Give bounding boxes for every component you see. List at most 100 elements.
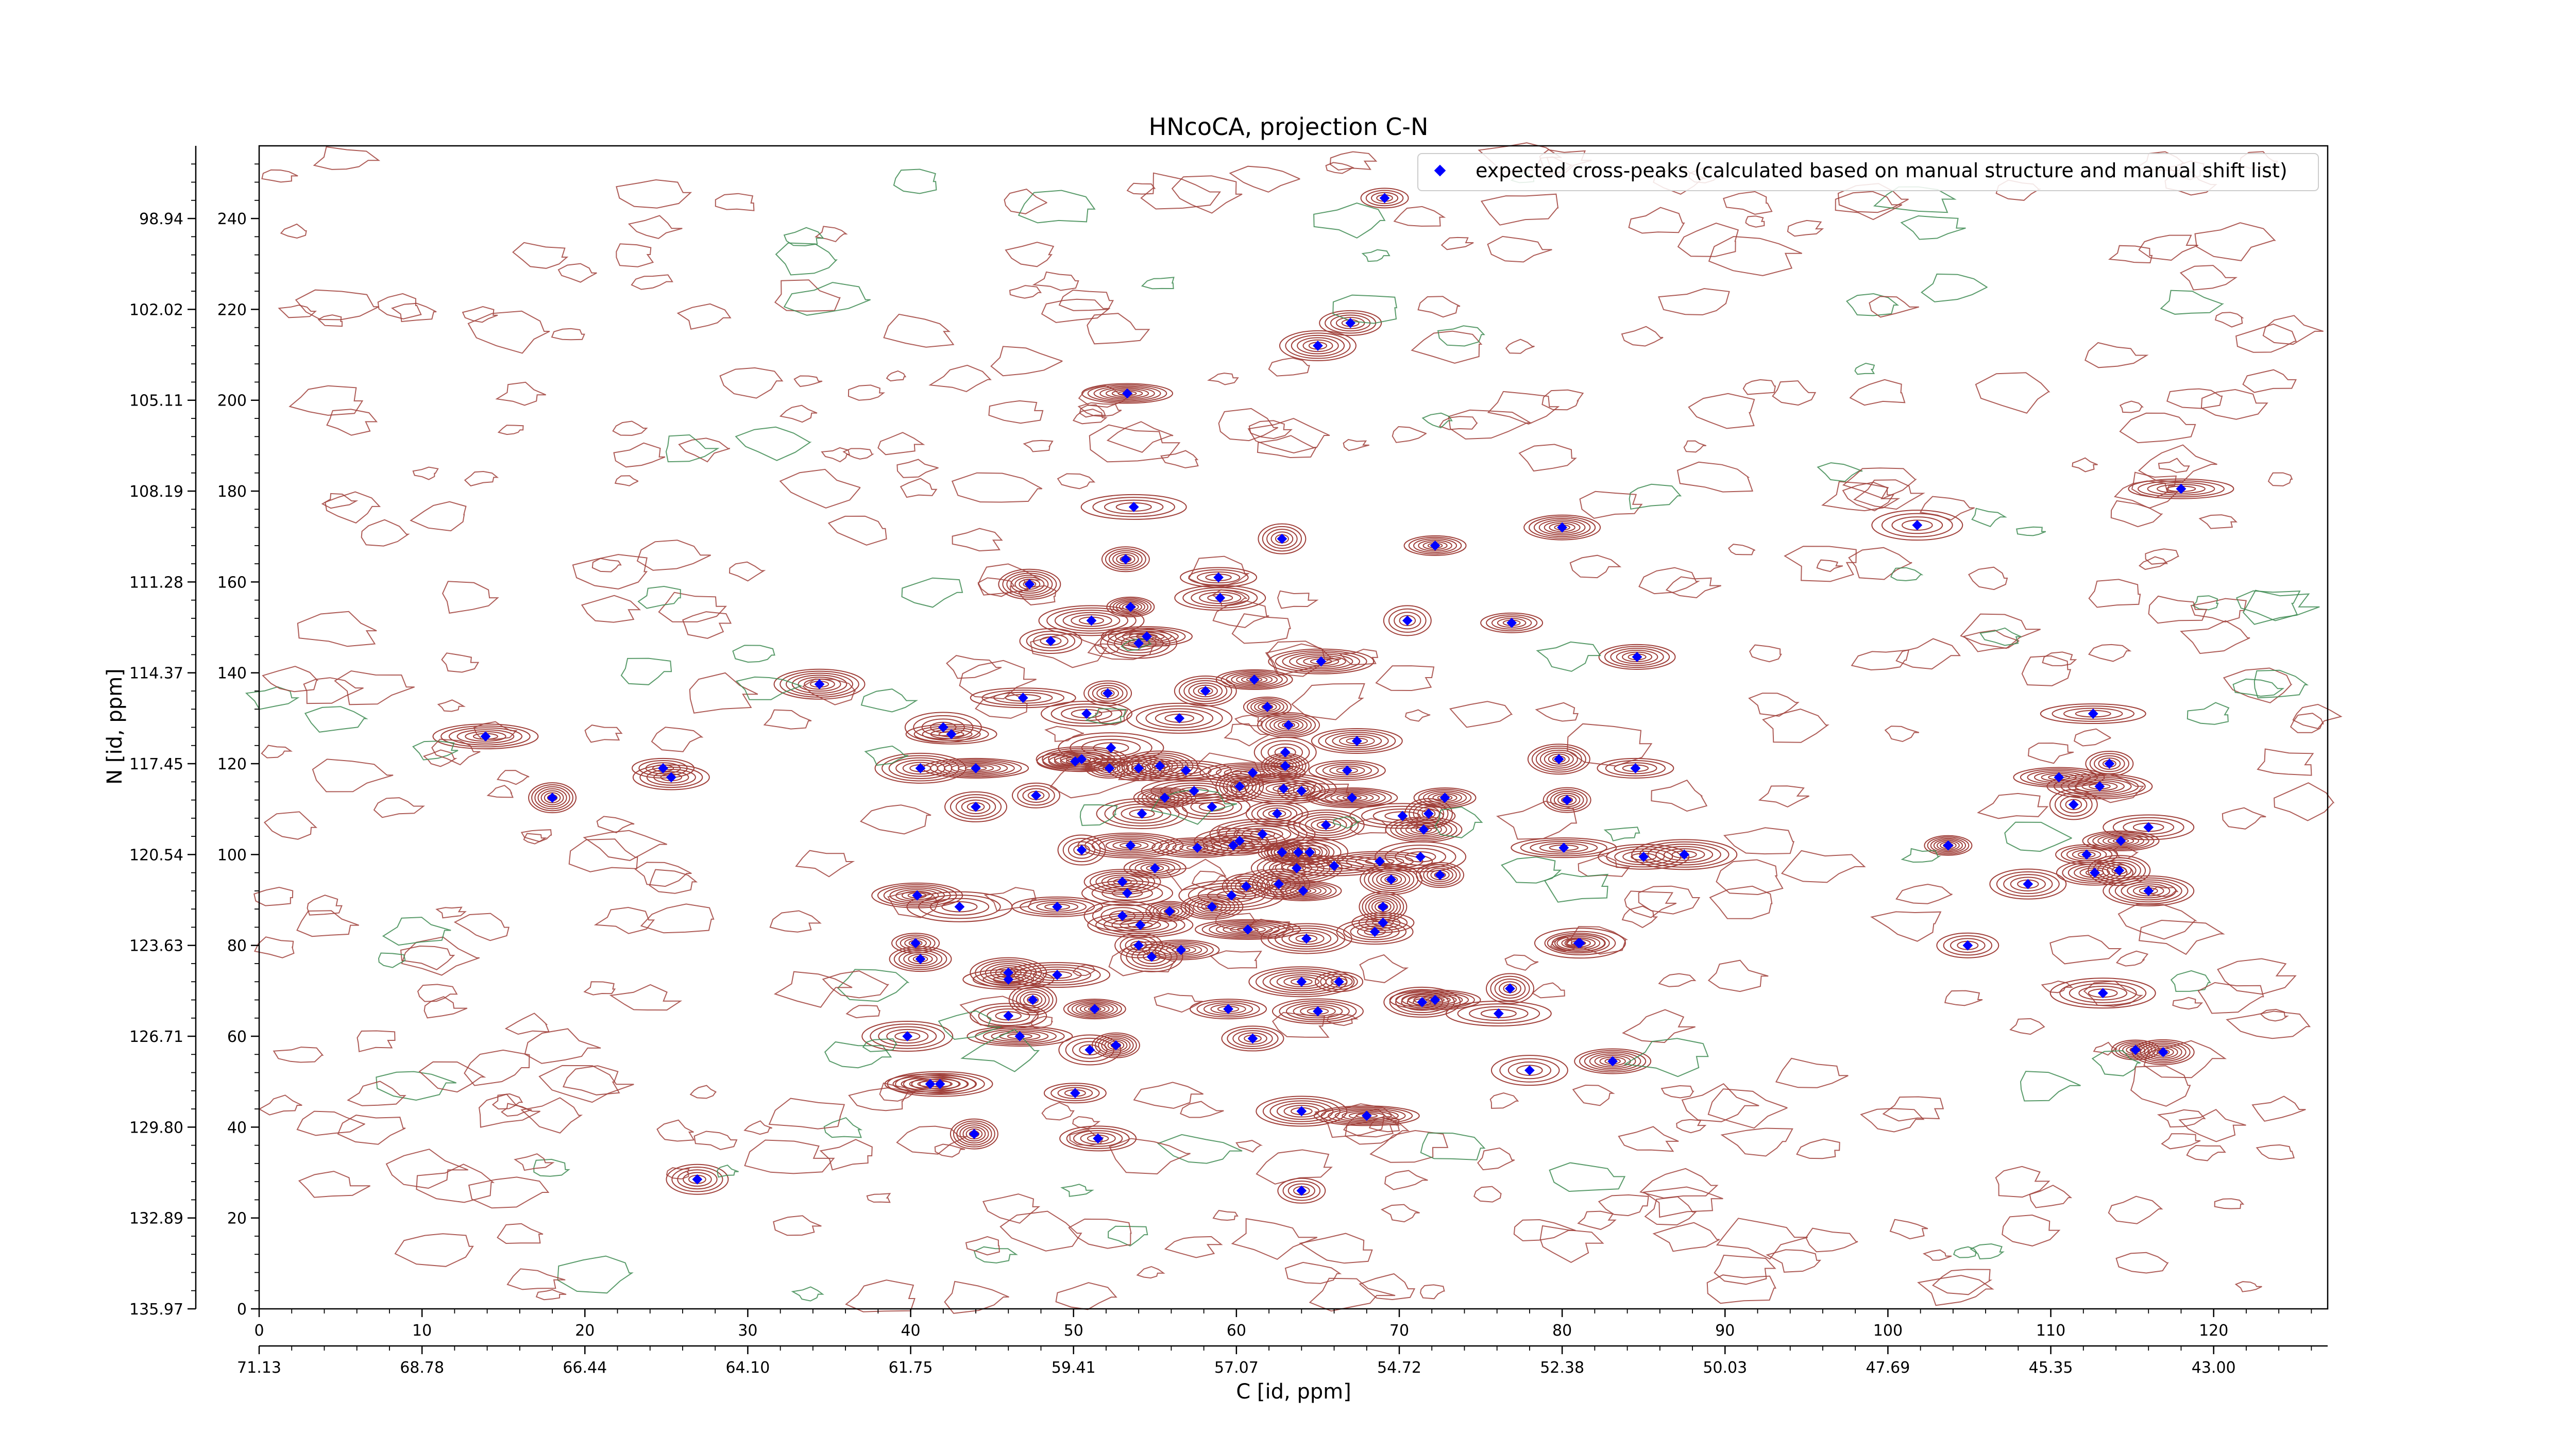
noise-contour xyxy=(1931,1269,1993,1295)
noise-contour xyxy=(928,364,992,392)
cross-peak-marker xyxy=(1137,808,1147,819)
peak-contour xyxy=(991,1030,1049,1042)
cross-peak-marker xyxy=(1207,801,1217,812)
noise-contour xyxy=(1805,1227,1858,1253)
peak-contour xyxy=(1104,801,1180,827)
peak-contour xyxy=(1265,715,1312,735)
noise-contour xyxy=(347,1081,406,1106)
noise-contour xyxy=(2158,458,2190,473)
peak-contour xyxy=(1390,818,1458,841)
noise-contour-negative xyxy=(2170,970,2211,992)
noise-contour xyxy=(584,724,623,743)
peak-contour xyxy=(1395,820,1452,839)
peak-contour xyxy=(1480,612,1544,633)
peak-contour xyxy=(1589,1053,1636,1069)
peak-contour xyxy=(1071,1001,1118,1017)
cross-peak-marker xyxy=(1679,849,1690,860)
cross-peak-marker xyxy=(1607,1056,1618,1067)
noise-contour xyxy=(1708,235,1803,276)
peak-contour xyxy=(1131,754,1189,778)
cross-peak-marker xyxy=(1379,193,1390,204)
noise-contour xyxy=(2172,997,2204,1010)
noise-contour-negative xyxy=(1434,806,1483,838)
peak-contour xyxy=(970,687,1076,709)
noise-contour xyxy=(1577,1210,1617,1230)
peak-contour xyxy=(1293,1004,1343,1019)
noise-contour xyxy=(2290,713,2324,733)
peak-contour xyxy=(1226,672,1283,687)
peak-contour xyxy=(905,723,997,745)
cross-peak-marker xyxy=(1280,747,1291,757)
noise-contour xyxy=(616,243,654,267)
cross-peak-marker xyxy=(935,1079,945,1089)
peak-contour xyxy=(1616,649,1658,664)
noise-contour xyxy=(1009,285,1042,299)
peak-contour xyxy=(1189,897,1235,917)
peak-contour xyxy=(1306,787,1398,808)
peak-contour xyxy=(1370,192,1399,204)
x-tick-label: 40 xyxy=(901,1322,920,1340)
peak-contour xyxy=(1197,900,1227,913)
peak-contour xyxy=(1089,870,1156,893)
noise-contour xyxy=(1707,959,1769,992)
noise-contour xyxy=(1677,223,1739,257)
peak-contour xyxy=(1081,880,1174,906)
peak-contour xyxy=(937,760,1015,776)
peak-contour xyxy=(2103,814,2195,840)
noise-contour-negative xyxy=(860,688,919,713)
noise-contour xyxy=(744,1139,835,1174)
noise-contour xyxy=(2138,444,2217,483)
peak-contour xyxy=(2055,792,2093,817)
peak-contour xyxy=(1262,1098,1341,1124)
noise-contour xyxy=(1889,1219,1928,1240)
noise-contour xyxy=(1257,435,1317,459)
peak-contour xyxy=(953,1120,995,1148)
noise-contour xyxy=(842,448,875,460)
peak-contour xyxy=(448,727,523,746)
y-axis-label: N [id, ppm] xyxy=(103,668,127,785)
peak-contour xyxy=(903,952,938,967)
peak-contour xyxy=(1274,718,1304,732)
peak-contour xyxy=(1930,837,1967,853)
cross-peak-marker xyxy=(1146,951,1157,962)
noise-contour xyxy=(879,1082,917,1102)
noise-contour xyxy=(2029,1185,2073,1208)
noise-contour xyxy=(977,577,1015,597)
noise-contour xyxy=(2074,728,2111,747)
noise-contour-negative xyxy=(1084,708,1127,724)
noise-contour xyxy=(693,1131,738,1150)
cross-peak-marker xyxy=(1159,793,1170,803)
noise-contour-negative xyxy=(2232,678,2285,697)
cross-peak-marker xyxy=(902,1031,913,1041)
noise-contour xyxy=(562,1065,620,1096)
cross-peak-marker xyxy=(954,901,965,912)
noise-contour xyxy=(1417,296,1461,318)
noise-contour xyxy=(1077,402,1122,417)
cross-peak-marker xyxy=(2081,849,2092,860)
noise-contour xyxy=(1165,858,1227,891)
cross-peak-marker xyxy=(1439,793,1450,803)
noise-contour xyxy=(2108,1195,2163,1224)
cross-peak-marker xyxy=(1430,540,1440,551)
peak-contour xyxy=(1066,1127,1130,1149)
noise-contour-negative xyxy=(775,242,838,276)
peak-contour xyxy=(1325,975,1353,988)
noise-contour xyxy=(1742,379,1776,395)
peak-contour xyxy=(1368,868,1415,891)
noise-contour xyxy=(678,437,731,463)
cross-peak-marker xyxy=(1301,933,1312,944)
peak-contour xyxy=(1269,717,1308,733)
noise-contour xyxy=(1842,467,1917,499)
noise-contour-negative xyxy=(1544,873,1609,903)
noise-contour-negative xyxy=(1333,816,1361,829)
noise-contour xyxy=(400,945,455,970)
cross-peak-marker xyxy=(1334,976,1344,987)
peak-contour xyxy=(1174,675,1237,706)
cross-peak-marker xyxy=(1430,995,1440,1005)
cross-peak-marker xyxy=(1296,1106,1307,1117)
noise-contour xyxy=(984,887,1037,912)
noise-contour xyxy=(2143,1040,2227,1079)
noise-contour xyxy=(2084,342,2149,368)
noise-contour xyxy=(1496,800,1578,840)
noise-contour xyxy=(773,1215,822,1236)
